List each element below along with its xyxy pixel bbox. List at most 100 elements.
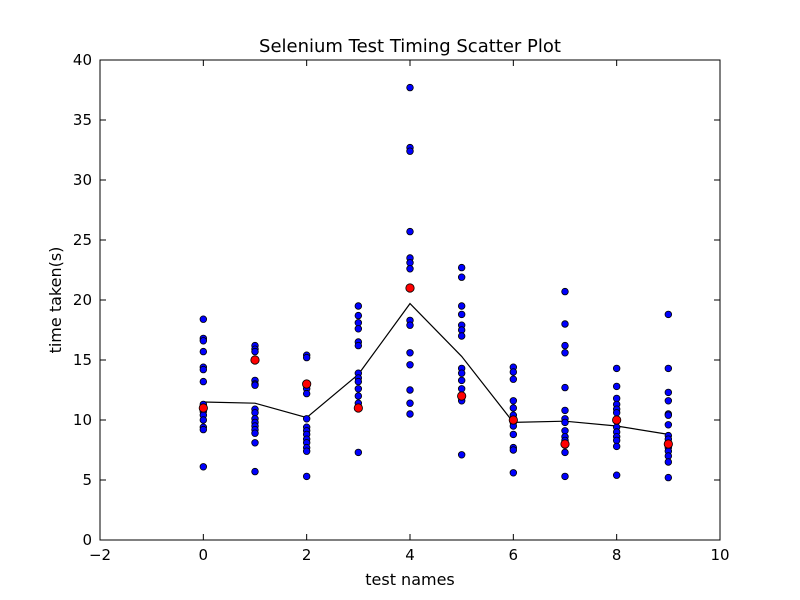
- data-point: [664, 397, 673, 405]
- data-point: [302, 353, 311, 362]
- data-point: [561, 418, 569, 427]
- data-point: [199, 347, 208, 356]
- y-tick-label: 40: [73, 51, 92, 69]
- plot-frame: [99, 59, 721, 541]
- data-point: [561, 383, 569, 392]
- data-point: [199, 337, 208, 345]
- data-point: [561, 349, 569, 357]
- data-point: [199, 377, 208, 386]
- data-point: [612, 382, 621, 391]
- highlight-point: [302, 379, 312, 389]
- y-axis-label: time taken(s): [46, 247, 65, 354]
- y-tick-label: 15: [73, 351, 92, 369]
- data-point: [561, 448, 569, 457]
- data-point: [251, 347, 259, 356]
- data-point: [406, 83, 414, 92]
- highlight-point: [612, 415, 622, 425]
- data-point: [457, 332, 466, 340]
- x-tick-label: 6: [509, 546, 519, 564]
- data-point: [664, 411, 673, 419]
- data-point: [457, 263, 466, 272]
- y-tick-label: 30: [73, 171, 92, 189]
- plot-area: [100, 60, 720, 540]
- data-point: [509, 368, 518, 376]
- data-point: [457, 376, 466, 385]
- data-point: [251, 381, 259, 389]
- data-point: [406, 227, 414, 236]
- y-tick-label: 20: [73, 291, 92, 309]
- x-tick-label: 4: [405, 546, 415, 564]
- data-point: [457, 310, 466, 319]
- x-axis-label: test names: [365, 570, 455, 589]
- data-point: [199, 416, 208, 424]
- data-point: [302, 472, 311, 481]
- data-point: [664, 458, 673, 466]
- chart-marks: [198, 83, 673, 482]
- data-point: [664, 421, 673, 429]
- data-point: [509, 375, 518, 383]
- data-point: [457, 385, 466, 393]
- highlight-point: [405, 283, 415, 293]
- data-point: [302, 415, 311, 423]
- y-tick-label: 5: [82, 471, 92, 489]
- data-point: [199, 315, 208, 323]
- y-tick-label: 10: [73, 411, 92, 429]
- data-point: [354, 325, 363, 333]
- data-point: [354, 302, 363, 310]
- data-point: [406, 410, 414, 418]
- highlight-point: [250, 355, 260, 365]
- data-point: [509, 430, 518, 439]
- x-tick-label: 0: [199, 546, 209, 564]
- highlight-point: [353, 403, 363, 413]
- data-point: [251, 439, 259, 447]
- data-point: [612, 409, 621, 417]
- data-point: [302, 447, 311, 455]
- data-point: [664, 388, 673, 397]
- data-point: [509, 404, 518, 412]
- data-point: [509, 469, 518, 477]
- data-point: [457, 302, 466, 310]
- data-point: [354, 448, 363, 457]
- data-point: [561, 287, 569, 296]
- y-tick-label: 35: [73, 111, 92, 129]
- data-point: [354, 392, 363, 400]
- data-point: [354, 311, 363, 320]
- data-point: [199, 463, 208, 471]
- data-point: [406, 265, 414, 273]
- data-point: [664, 473, 673, 482]
- data-point: [354, 385, 363, 393]
- data-point: [354, 341, 363, 350]
- data-point: [561, 406, 569, 415]
- data-point: [406, 147, 414, 155]
- data-point: [406, 399, 414, 407]
- data-point: [406, 386, 414, 394]
- data-point: [664, 364, 673, 373]
- data-point: [199, 425, 208, 434]
- data-point: [612, 364, 621, 373]
- data-point: [457, 451, 466, 459]
- highlight-point: [560, 439, 570, 449]
- highlight-point: [508, 415, 518, 425]
- data-point: [406, 321, 414, 329]
- data-point: [612, 442, 621, 451]
- highlight-point: [198, 403, 208, 413]
- x-tick-label: −2: [89, 546, 111, 564]
- data-point: [354, 377, 363, 386]
- y-tick-label: 0: [82, 531, 92, 549]
- series-line: [203, 302, 669, 435]
- data-point: [457, 369, 466, 377]
- x-tick-label: 10: [710, 546, 729, 564]
- data-point: [302, 389, 311, 398]
- data-point: [612, 471, 621, 479]
- data-point: [251, 467, 259, 476]
- data-point: [509, 397, 518, 405]
- data-point: [561, 320, 569, 328]
- data-point: [457, 273, 466, 281]
- y-tick-label: 25: [73, 231, 92, 249]
- data-point: [406, 349, 414, 357]
- chart-title: Selenium Test Timing Scatter Plot: [259, 36, 561, 57]
- data-point: [251, 429, 259, 437]
- highlight-point: [663, 439, 673, 449]
